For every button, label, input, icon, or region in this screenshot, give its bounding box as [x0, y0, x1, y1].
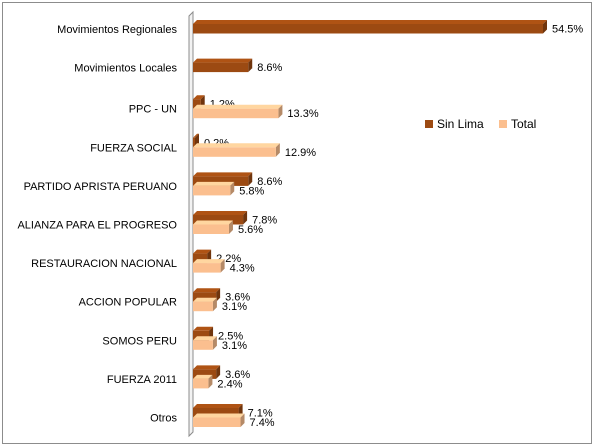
bar-total	[193, 185, 231, 196]
bar-side-total	[208, 374, 213, 389]
bar-sin-lima	[193, 62, 249, 73]
bar-top-total	[193, 374, 213, 379]
value-label: 2.5%	[218, 330, 243, 342]
bar-top-total	[193, 297, 217, 302]
bar-top-total	[193, 259, 225, 264]
bar-side-sin-lima	[216, 288, 221, 302]
category-label: Movimientos Regionales	[57, 24, 177, 36]
bar-sin-lima	[193, 253, 208, 264]
bar-sin-lima	[193, 408, 239, 418]
bar-side-sin-lima	[543, 20, 547, 34]
bar-top-sin-lima	[193, 404, 243, 408]
bar-top-sin-lima	[193, 326, 214, 331]
bar-top-total	[193, 220, 233, 225]
value-label: 3.1%	[222, 301, 247, 313]
value-label: 12.9%	[285, 147, 316, 159]
value-label: 13.3%	[287, 108, 318, 120]
legend-swatch-total	[499, 120, 507, 128]
bar-top-sin-lima	[193, 20, 547, 24]
value-label: 5.6%	[238, 224, 263, 236]
bar-sin-lima	[193, 137, 195, 148]
value-label: 7.8%	[252, 215, 277, 227]
bar-sin-lima	[193, 99, 201, 109]
bar-side-total	[228, 220, 233, 234]
bar-side-sin-lima	[216, 365, 221, 379]
value-label: 3.6%	[225, 292, 250, 304]
bar-top-sin-lima	[193, 365, 221, 370]
category-label: SOMOS PERU	[102, 335, 177, 347]
bar-side-total	[230, 181, 235, 196]
bar-top-sin-lima	[193, 172, 253, 177]
category-label: RESTAURACION NACIONAL	[31, 258, 177, 270]
value-label: 7.4%	[250, 417, 275, 429]
bar-top-sin-lima	[193, 211, 248, 215]
value-label: 7.1%	[248, 408, 273, 420]
value-label: 3.6%	[225, 369, 250, 381]
bar-top-total	[193, 336, 217, 341]
axis-wall	[188, 10, 194, 438]
bar-side-total	[212, 297, 217, 312]
chart-frame	[2, 2, 592, 444]
bar-side-total	[212, 336, 217, 350]
bar-sin-lima	[193, 369, 217, 379]
bar-sin-lima	[193, 24, 543, 34]
bar-side-total	[220, 259, 225, 273]
bar-total	[193, 108, 279, 119]
bar-top-sin-lima	[193, 58, 253, 63]
bar-total	[193, 417, 241, 427]
bar-top-sin-lima	[193, 288, 221, 293]
bar-sin-lima	[193, 330, 210, 341]
bar-total	[193, 224, 229, 234]
legend-label-sin-lima: Sin Lima	[437, 117, 484, 131]
value-label: 3.1%	[222, 340, 247, 352]
bar-side-total	[275, 143, 280, 157]
bar-top-total	[193, 181, 235, 186]
bar-sin-lima	[193, 215, 244, 225]
value-label: 8.6%	[257, 62, 282, 74]
category-label: Otros	[150, 413, 177, 425]
value-label: 4.3%	[230, 263, 255, 275]
bar-top-total	[193, 143, 280, 148]
category-label: ALIANZA PARA EL PROGRESO	[17, 220, 177, 232]
bar-total	[193, 340, 213, 350]
bar-top-total	[193, 104, 283, 109]
bar-top-sin-lima	[193, 95, 205, 100]
category-label: PARTIDO APRISTA PERUANO	[24, 181, 178, 193]
category-label: ACCION POPULAR	[79, 297, 177, 309]
value-label: 5.8%	[239, 185, 264, 197]
value-label: 2.4%	[217, 378, 242, 390]
bar-side-sin-lima	[248, 58, 253, 73]
category-label: FUERZA 2011	[107, 374, 177, 386]
bar-total	[193, 301, 213, 312]
category-label: Movimientos Locales	[74, 62, 177, 74]
value-label: 8.6%	[257, 176, 282, 188]
bar-top-sin-lima	[193, 249, 212, 254]
value-label: 54.5%	[552, 24, 583, 36]
bar-side-sin-lima	[248, 172, 253, 186]
bar-top-total	[193, 413, 245, 418]
legend-swatch-sin-lima	[425, 120, 433, 128]
bar-side-total	[240, 413, 245, 427]
category-label: FUERZA SOCIAL	[90, 142, 177, 154]
category-label: PPC - UN	[129, 104, 177, 116]
bar-total	[193, 263, 221, 273]
bar-total	[193, 378, 209, 389]
bar-top-sin-lima	[193, 133, 199, 138]
bar-side-sin-lima	[243, 211, 248, 225]
bar-side-total	[278, 104, 283, 119]
bar-sin-lima	[193, 176, 249, 186]
bar-sin-lima	[193, 292, 217, 302]
legend-label-total: Total	[511, 117, 536, 131]
bar-total	[193, 147, 276, 157]
